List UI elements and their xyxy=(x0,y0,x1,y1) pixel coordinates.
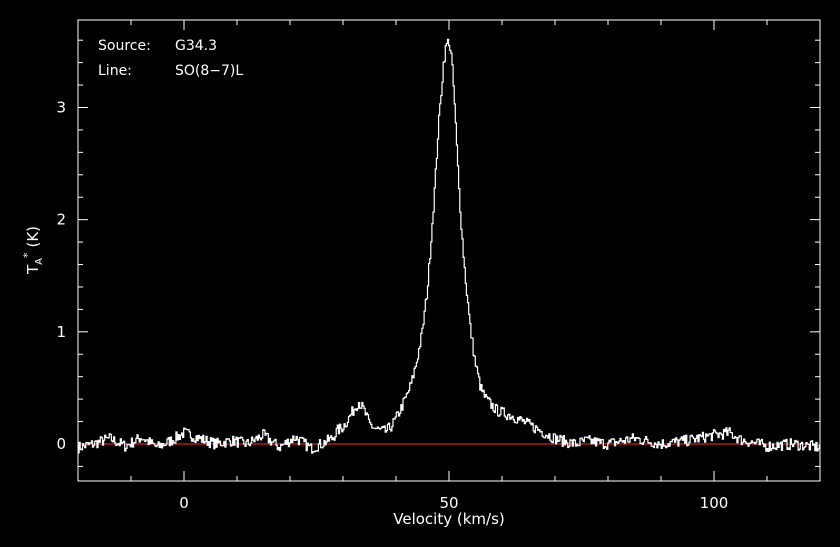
y-axis-label-main: T xyxy=(24,264,42,275)
annotation-line-label: Line: xyxy=(98,63,132,79)
spectrum-line xyxy=(78,38,820,454)
axis-ticks xyxy=(77,20,821,481)
x-axis-label: Velocity (km/s) xyxy=(393,510,504,528)
plot-frame xyxy=(77,19,821,482)
annotation-source-value: G34.3 xyxy=(175,38,217,54)
y-axis-label-unit: (K) xyxy=(24,226,42,248)
y-axis-label-sub: A xyxy=(34,258,45,265)
x-tick-label: 50 xyxy=(439,494,458,512)
y-axis-label: TA* (K) xyxy=(21,226,45,275)
annotation-line-value: SO(8−7)L xyxy=(175,63,243,79)
y-tick-label: 3 xyxy=(56,98,66,116)
annotation-source-label: Source: xyxy=(98,38,151,54)
y-tick-label: 2 xyxy=(56,211,66,229)
x-tick-label: 0 xyxy=(179,494,189,512)
axis-tick-labels: 0 50 100 0 1 2 3 xyxy=(56,98,728,512)
y-tick-label: 1 xyxy=(56,323,66,341)
y-axis-label-sup: * xyxy=(21,252,34,258)
x-tick-label: 100 xyxy=(700,494,729,512)
y-tick-label: 0 xyxy=(56,435,66,453)
